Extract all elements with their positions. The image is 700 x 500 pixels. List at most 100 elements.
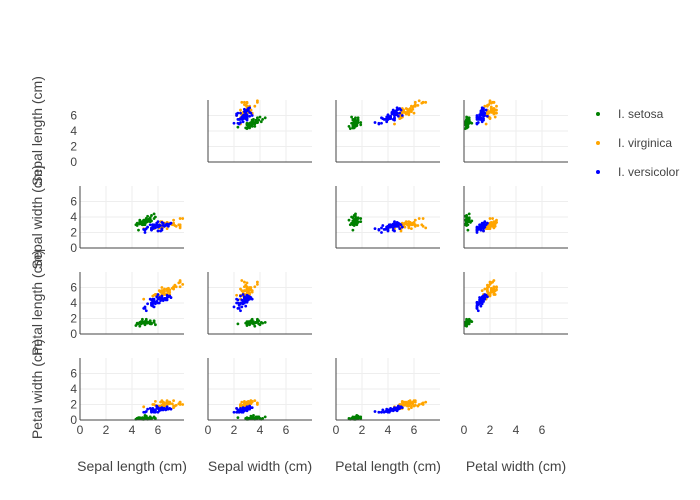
data-point[interactable] bbox=[394, 113, 398, 117]
data-point[interactable] bbox=[147, 217, 151, 221]
data-point[interactable] bbox=[239, 294, 242, 298]
data-point[interactable] bbox=[144, 410, 148, 413]
data-point[interactable] bbox=[483, 114, 487, 117]
data-point[interactable] bbox=[250, 317, 254, 321]
data-point[interactable] bbox=[398, 227, 402, 231]
data-point[interactable] bbox=[356, 116, 360, 120]
data-point[interactable] bbox=[252, 117, 255, 121]
data-point[interactable] bbox=[483, 225, 487, 229]
data-point[interactable] bbox=[141, 223, 144, 227]
data-point[interactable] bbox=[421, 403, 425, 406]
data-point[interactable] bbox=[404, 220, 408, 224]
data-point[interactable] bbox=[354, 119, 357, 123]
data-point[interactable] bbox=[165, 400, 169, 404]
data-point[interactable] bbox=[465, 321, 468, 325]
data-point[interactable] bbox=[482, 118, 485, 122]
data-point[interactable] bbox=[245, 400, 249, 404]
data-point[interactable] bbox=[245, 285, 249, 289]
data-point[interactable] bbox=[359, 123, 363, 127]
data-point[interactable] bbox=[254, 417, 258, 420]
data-point[interactable] bbox=[373, 121, 377, 124]
data-point[interactable] bbox=[352, 124, 356, 128]
data-point[interactable] bbox=[249, 417, 253, 420]
data-point[interactable] bbox=[352, 214, 356, 217]
data-point[interactable] bbox=[250, 406, 254, 409]
data-point[interactable] bbox=[254, 119, 258, 123]
data-point[interactable] bbox=[483, 287, 487, 291]
data-point[interactable] bbox=[393, 122, 396, 126]
data-point[interactable] bbox=[347, 124, 351, 128]
data-point[interactable] bbox=[147, 320, 151, 324]
data-point[interactable] bbox=[143, 417, 147, 420]
data-point[interactable] bbox=[141, 416, 144, 420]
data-point[interactable] bbox=[143, 221, 147, 224]
data-point[interactable] bbox=[143, 321, 147, 325]
data-point[interactable] bbox=[413, 403, 417, 407]
data-point[interactable] bbox=[359, 217, 363, 220]
data-point[interactable] bbox=[475, 303, 479, 307]
data-point[interactable] bbox=[245, 416, 249, 420]
data-point[interactable] bbox=[417, 403, 421, 406]
data-point[interactable] bbox=[147, 417, 151, 420]
data-point[interactable] bbox=[492, 223, 496, 227]
data-point[interactable] bbox=[181, 403, 185, 406]
data-point[interactable] bbox=[245, 321, 249, 325]
data-point[interactable] bbox=[484, 108, 488, 112]
data-point[interactable] bbox=[387, 408, 391, 412]
data-point[interactable] bbox=[252, 413, 255, 417]
data-point[interactable] bbox=[483, 220, 487, 224]
data-point[interactable] bbox=[356, 118, 360, 122]
data-point[interactable] bbox=[393, 220, 396, 224]
data-point[interactable] bbox=[163, 292, 166, 296]
data-point[interactable] bbox=[248, 124, 252, 128]
data-point[interactable] bbox=[355, 413, 359, 417]
data-point[interactable] bbox=[398, 117, 402, 120]
data-point[interactable] bbox=[178, 403, 182, 406]
data-point[interactable] bbox=[232, 410, 236, 414]
data-point[interactable] bbox=[141, 321, 144, 325]
data-point[interactable] bbox=[380, 231, 383, 234]
data-point[interactable] bbox=[243, 408, 246, 412]
data-point[interactable] bbox=[408, 399, 412, 403]
data-point[interactable] bbox=[245, 104, 249, 108]
data-point[interactable] bbox=[165, 222, 169, 226]
data-point[interactable] bbox=[253, 104, 257, 108]
data-point[interactable] bbox=[390, 112, 394, 116]
data-point[interactable] bbox=[261, 117, 264, 121]
data-point[interactable] bbox=[236, 410, 240, 414]
data-point[interactable] bbox=[397, 404, 400, 408]
data-point[interactable] bbox=[250, 297, 254, 301]
data-point[interactable] bbox=[246, 289, 250, 292]
data-point[interactable] bbox=[408, 108, 412, 112]
data-point[interactable] bbox=[424, 226, 428, 230]
data-point[interactable] bbox=[359, 415, 363, 419]
legend-item[interactable]: I. virginica bbox=[596, 136, 672, 150]
data-point[interactable] bbox=[352, 221, 356, 224]
data-point[interactable] bbox=[492, 100, 496, 104]
data-point[interactable] bbox=[148, 223, 152, 227]
data-point[interactable] bbox=[359, 220, 363, 224]
data-point[interactable] bbox=[416, 104, 420, 107]
data-point[interactable] bbox=[235, 301, 239, 305]
data-point[interactable] bbox=[174, 224, 178, 228]
data-point[interactable] bbox=[181, 283, 185, 286]
data-point[interactable] bbox=[488, 223, 492, 227]
data-point[interactable] bbox=[348, 127, 352, 131]
data-point[interactable] bbox=[492, 279, 496, 282]
data-point[interactable] bbox=[143, 307, 147, 310]
data-point[interactable] bbox=[486, 114, 489, 118]
data-point[interactable] bbox=[470, 121, 474, 125]
data-point[interactable] bbox=[241, 406, 245, 409]
data-point[interactable] bbox=[239, 403, 242, 407]
data-point[interactable] bbox=[146, 302, 150, 306]
data-point[interactable] bbox=[243, 289, 246, 292]
data-point[interactable] bbox=[236, 408, 240, 412]
data-point[interactable] bbox=[391, 109, 395, 113]
data-point[interactable] bbox=[382, 117, 386, 121]
data-point[interactable] bbox=[253, 399, 257, 403]
data-point[interactable] bbox=[172, 287, 176, 291]
data-point[interactable] bbox=[150, 322, 153, 326]
data-point[interactable] bbox=[241, 293, 245, 296]
data-point[interactable] bbox=[144, 227, 148, 231]
data-point[interactable] bbox=[152, 416, 156, 420]
